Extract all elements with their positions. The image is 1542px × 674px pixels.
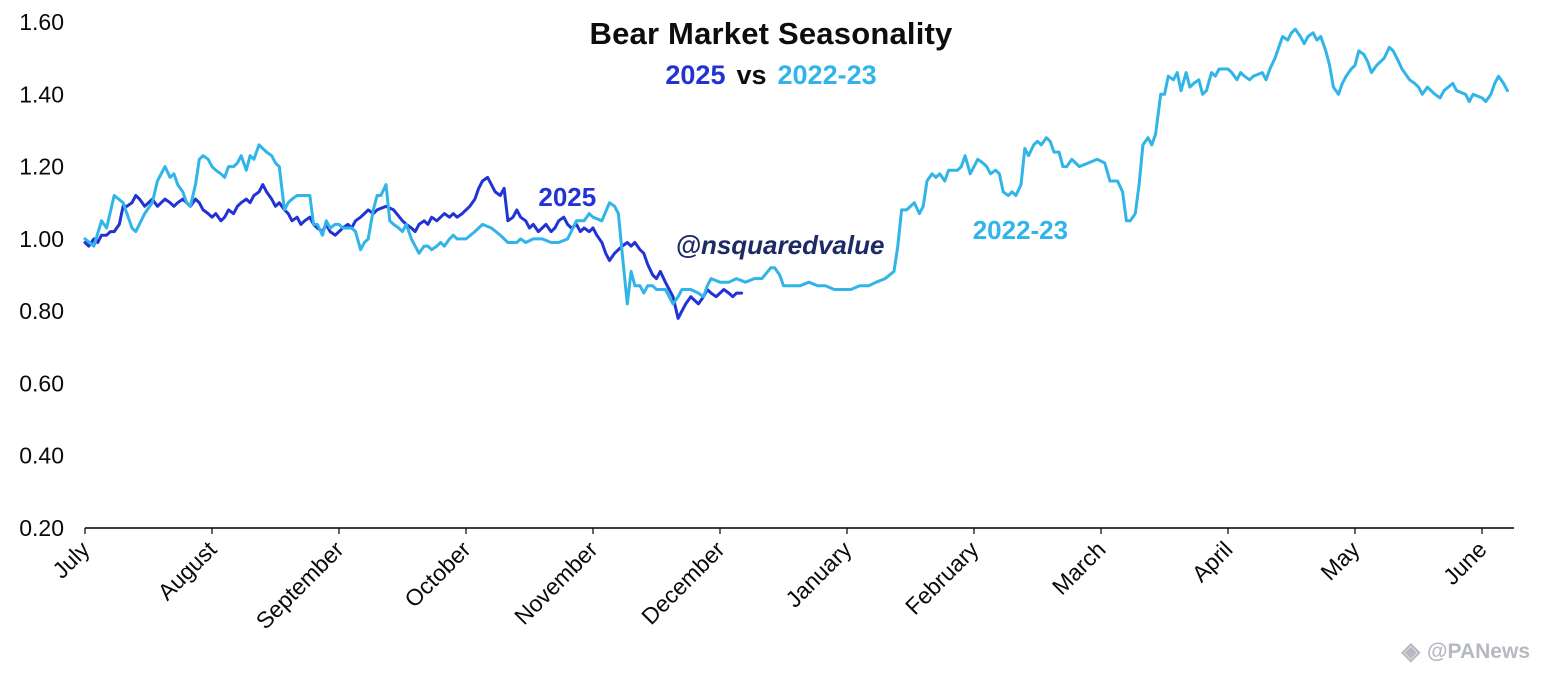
annotation-nsquaredvalue: @nsquaredvalue <box>676 230 885 260</box>
series-line-2025 <box>83 175 744 320</box>
panews-diamond-icon: ◈ <box>1401 638 1421 665</box>
subtitle-2025: 2025 <box>665 60 726 90</box>
subtitle-2022-23: 2022-23 <box>777 60 877 90</box>
panews-credit: ◈ @PANews <box>1402 640 1530 664</box>
x-axis-label: March <box>1047 536 1111 600</box>
y-axis-label: 0.60 <box>19 370 64 396</box>
y-axis-label: 0.40 <box>19 443 64 469</box>
x-axis-label: February <box>900 536 984 620</box>
y-axis-label: 0.80 <box>19 298 64 324</box>
annotation-2025: 2025 <box>538 182 596 212</box>
subtitle-vs: vs <box>736 60 767 90</box>
x-axis-label: September <box>251 536 349 634</box>
annotation-202223: 2022-23 <box>973 215 1068 245</box>
y-axis-label: 1.40 <box>19 81 64 107</box>
x-axis-label: May <box>1315 536 1364 585</box>
series-line-2022-23 <box>83 27 1509 306</box>
y-axis-label: 0.20 <box>19 515 64 541</box>
x-axis-label: January <box>780 536 857 613</box>
x-axis-label: April <box>1187 536 1238 587</box>
x-axis-label: December <box>636 536 730 630</box>
chart-subtitle: 2025 vs 2022-23 <box>0 60 1542 91</box>
panews-credit-text: @PANews <box>1427 640 1530 663</box>
chart-title: Bear Market Seasonality <box>589 16 953 51</box>
y-axis-label: 1.60 <box>19 9 64 35</box>
x-axis-label: November <box>509 536 603 630</box>
x-axis-label: October <box>399 536 475 612</box>
y-axis-label: 1.20 <box>19 154 64 180</box>
y-axis-label: 1.00 <box>19 226 64 252</box>
x-axis-label: August <box>153 536 222 605</box>
x-axis-label: June <box>1438 536 1492 590</box>
x-axis-label: July <box>47 536 95 584</box>
